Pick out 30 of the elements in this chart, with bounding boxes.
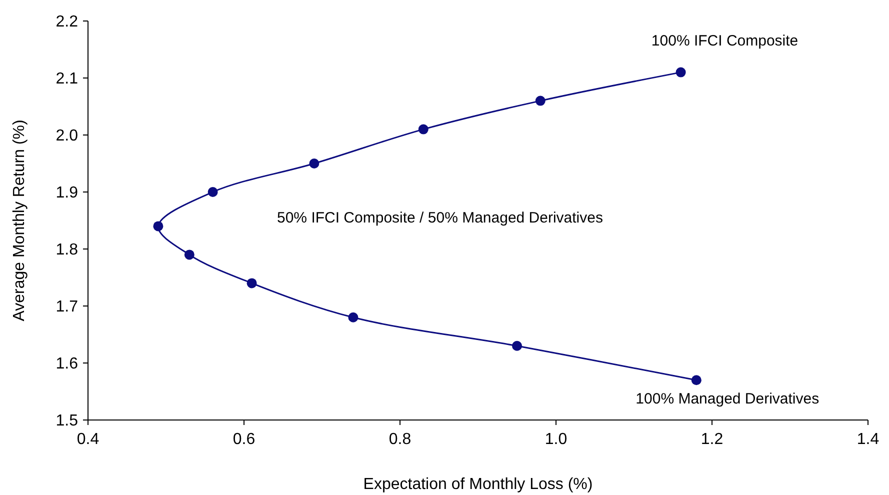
point (512, 340, 522, 351)
point (676, 67, 686, 78)
y-tick-label: 1.6 (56, 356, 78, 373)
y-axis-title: Average Monthly Return (%) (11, 120, 28, 322)
y-tick-label: 2.2 (56, 14, 78, 31)
point (184, 250, 194, 260)
annotation: 100% IFCI Composite (651, 32, 798, 50)
y-tick-label: 2.0 (56, 128, 78, 145)
x-tick-label: 1.4 (856, 431, 880, 448)
point (208, 187, 218, 197)
x-tick-label: 0.6 (232, 431, 256, 448)
annotation: 100% Managed Derivatives (636, 390, 820, 408)
x-tick-label: 0.4 (76, 431, 100, 448)
x-tick-label: 0.8 (388, 431, 412, 448)
x-axis-title: Expectation of Monthly Loss (%) (363, 476, 593, 493)
y-tick-label: 1.5 (56, 412, 78, 430)
y-tick-label: 1.9 (56, 184, 78, 202)
y-tick-label: 2.1 (56, 70, 78, 88)
point (691, 375, 702, 386)
annotation: 50% IFCI Composite / 50% Managed Derivatives (277, 209, 603, 226)
y-tick-label: 1.7 (56, 298, 78, 316)
x-tick-label: 1.2 (700, 431, 724, 448)
point (246, 278, 257, 288)
point (348, 312, 358, 322)
point (309, 158, 320, 168)
point (153, 221, 164, 232)
y-tick-label: 1.8 (56, 242, 78, 259)
x-tick-label: 1.0 (544, 431, 568, 448)
point (535, 96, 546, 106)
point (418, 124, 428, 134)
